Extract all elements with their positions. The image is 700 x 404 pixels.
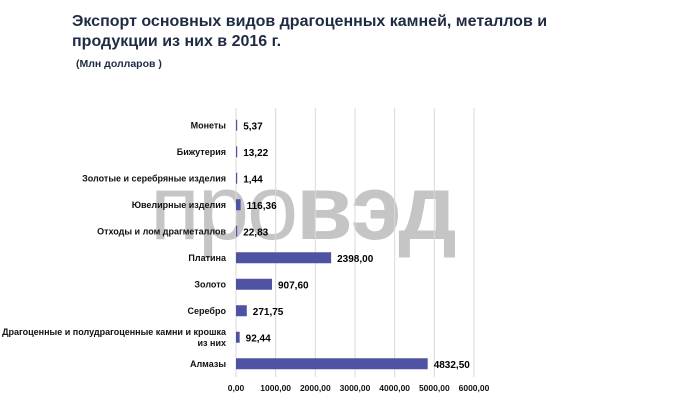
- value-label: 92,44: [246, 333, 271, 344]
- value-label: 907,60: [278, 280, 309, 291]
- value-label: 271,75: [253, 307, 284, 318]
- grid-lines: [235, 108, 475, 377]
- bar: [236, 331, 240, 343]
- category-label: Ювелирные изделия: [132, 200, 226, 210]
- x-tick-label: 4000,00: [379, 383, 410, 393]
- category-label: Отходы и лом драгметаллов: [97, 226, 226, 236]
- value-labels: 5,37 13,22 1,44 116,36 22,83 2398,00 907,60 271…: [243, 121, 470, 371]
- bar: [236, 119, 238, 131]
- category-labels: Монеты Бижутерия Золотые и серебряные изде…: [2, 120, 227, 369]
- category-label: Драгоценные и полудрагоценные камни и кр…: [2, 327, 227, 348]
- x-axis-tick-labels: 0,00 1000,00 2000,00 3000,00 4000,00 5000,00 6…: [228, 383, 490, 393]
- watermark-logo: провэд: [150, 162, 457, 254]
- category-label: Платина: [188, 253, 227, 263]
- x-tick-label: 3000,00: [340, 383, 371, 393]
- x-tick-label: 1000,00: [260, 383, 291, 393]
- bar: [236, 172, 238, 184]
- x-tick-label: 6000,00: [459, 383, 490, 393]
- value-label: 5,37: [243, 121, 263, 132]
- value-label: 116,36: [247, 201, 277, 212]
- value-label: 13,22: [243, 148, 268, 159]
- bar: [236, 252, 332, 264]
- x-tick-label: 2000,00: [300, 383, 331, 393]
- value-label: 4832,50: [434, 360, 471, 371]
- category-label: Золото: [194, 279, 226, 289]
- x-tick-label: 5000,00: [419, 383, 450, 393]
- x-tick-label: 0,00: [228, 383, 245, 393]
- bar: [236, 225, 238, 237]
- bar: [236, 278, 273, 290]
- bar: [236, 146, 238, 158]
- category-label: Алмазы: [190, 359, 226, 369]
- category-label: Бижутерия: [177, 147, 226, 157]
- value-label: 2398,00: [337, 254, 374, 265]
- bar: [236, 358, 428, 370]
- value-label: 22,83: [243, 227, 268, 238]
- bars: [236, 119, 428, 370]
- bar: [236, 305, 247, 317]
- value-label: 1,44: [243, 174, 263, 185]
- chart-subtitle: (Млн долларов ): [76, 58, 162, 70]
- bar: [236, 199, 241, 211]
- watermark-part-1: про: [150, 157, 298, 259]
- watermark-part-2: вэд: [296, 157, 457, 259]
- category-label: Золотые и серебряные изделия: [82, 173, 226, 183]
- chart-title: Экспорт основных видов драгоценных камне…: [72, 13, 548, 50]
- category-label: Серебро: [188, 306, 227, 316]
- category-label: Монеты: [191, 120, 227, 130]
